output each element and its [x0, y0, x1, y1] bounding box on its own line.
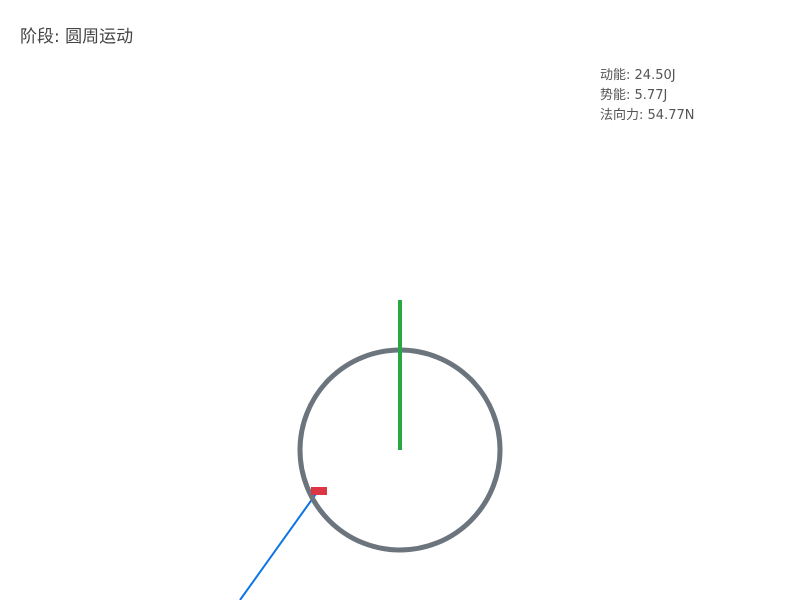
- stage-indicator: 阶段: 圆周运动: [20, 27, 134, 47]
- stage-value: 圆周运动: [65, 27, 134, 47]
- ramp-line: [239, 490, 319, 600]
- stage-label: 阶段: [20, 27, 54, 47]
- normal-force-readout: 法向力: 54.77N: [600, 108, 695, 123]
- energy-readouts: 动能: 24.50J 势能: 5.77J 法向力: 54.77N: [600, 66, 694, 126]
- sliding-block: [311, 487, 327, 495]
- potential-energy-value: 5.77J: [634, 88, 668, 103]
- potential-energy-readout: 势能: 5.77J: [600, 88, 668, 103]
- normal-force-value: 54.77N: [647, 108, 695, 123]
- potential-energy-label: 势能: [600, 88, 627, 103]
- normal-force-label: 法向力: [600, 108, 640, 123]
- kinetic-energy-label: 动能: [600, 68, 627, 83]
- kinetic-energy-readout: 动能: 24.50J: [600, 68, 676, 83]
- kinetic-energy-value: 24.50J: [634, 68, 676, 83]
